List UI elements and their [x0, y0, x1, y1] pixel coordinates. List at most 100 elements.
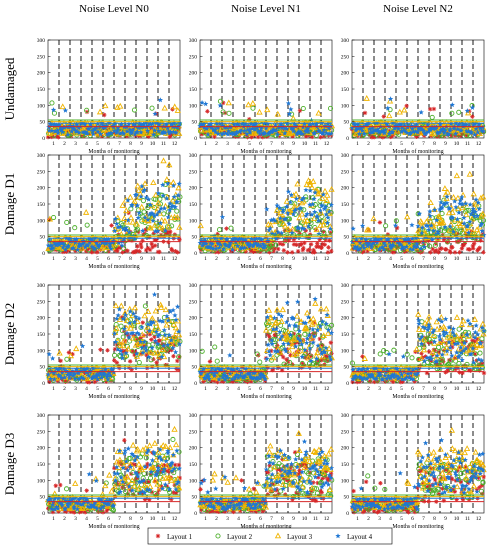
data-point [128, 359, 132, 363]
y-tick-label: 200 [37, 186, 46, 192]
y-tick-label: 200 [341, 71, 350, 77]
x-tick-label: 7 [118, 386, 121, 392]
row-title: Damage D3 [2, 433, 17, 495]
y-tick-label: 200 [37, 71, 46, 77]
y-tick-label: 100 [341, 218, 350, 224]
x-tick-label: 5 [248, 256, 251, 262]
x-tick-label: 9 [292, 141, 295, 147]
y-tick-label: 100 [37, 348, 46, 354]
x-tick-label: 7 [118, 256, 121, 262]
data-point [170, 248, 174, 252]
x-tick-label: 2 [215, 386, 218, 392]
x-axis-label: Months of monitoring [392, 148, 443, 155]
data-point [175, 359, 179, 363]
x-tick-label: 9 [140, 256, 143, 262]
data-point [329, 340, 333, 344]
y-tick-label: 150 [341, 87, 350, 93]
x-tick-label: 12 [324, 256, 330, 262]
x-tick-label: 5 [248, 141, 251, 147]
y-tick-label: 100 [341, 103, 350, 109]
x-tick-label: 2 [63, 386, 66, 392]
x-axis-label: Months of monitoring [240, 148, 291, 155]
x-tick-label: 3 [378, 256, 381, 262]
x-tick-label: 3 [226, 256, 229, 262]
x-tick-label: 7 [422, 141, 425, 147]
x-tick-label: 4 [389, 141, 392, 147]
data-point [478, 246, 482, 250]
x-tick-label: 11 [161, 256, 167, 262]
data-point [471, 246, 475, 250]
y-tick-label: 50 [40, 235, 46, 241]
x-tick-label: 12 [172, 386, 178, 392]
data-point [282, 248, 286, 252]
x-tick-label: 1 [52, 256, 55, 262]
data-point [378, 220, 382, 224]
x-tick-label: 2 [63, 256, 66, 262]
x-tick-label: 2 [367, 141, 370, 147]
y-tick-label: 150 [341, 202, 350, 208]
x-tick-label: 10 [150, 141, 156, 147]
x-tick-label: 7 [118, 141, 121, 147]
y-tick-label: 100 [37, 103, 46, 109]
x-axis-label: Months of monitoring [88, 393, 139, 400]
data-point [363, 111, 367, 115]
x-tick-label: 4 [237, 256, 240, 262]
data-point [450, 245, 454, 249]
x-tick-label: 10 [454, 141, 460, 147]
x-tick-label: 11 [313, 141, 319, 147]
x-tick-label: 10 [302, 256, 308, 262]
x-tick-label: 6 [107, 141, 110, 147]
x-tick-label: 7 [270, 386, 273, 392]
data-point [439, 246, 443, 250]
y-tick-label: 0 [42, 381, 45, 387]
x-tick-label: 5 [400, 256, 403, 262]
x-axis-label: Months of monitoring [88, 263, 139, 270]
x-tick-label: 5 [96, 256, 99, 262]
y-tick-label: 0 [194, 251, 197, 257]
x-tick-label: 4 [85, 141, 88, 147]
row-title: Damage D1 [2, 173, 17, 235]
x-tick-label: 9 [292, 256, 295, 262]
data-point [139, 245, 143, 249]
x-tick-label: 2 [367, 256, 370, 262]
x-tick-label: 11 [465, 141, 471, 147]
x-tick-label: 10 [302, 141, 308, 147]
data-point [319, 246, 323, 250]
y-tick-label: 300 [189, 283, 198, 289]
y-tick-label: 200 [189, 186, 198, 192]
data-point [141, 320, 145, 324]
column-title: Noise Level N0 [79, 3, 149, 15]
x-tick-label: 1 [52, 386, 55, 392]
data-point [290, 250, 294, 254]
x-tick-label: 4 [237, 141, 240, 147]
x-tick-label: 4 [85, 256, 88, 262]
y-tick-label: 200 [189, 71, 198, 77]
x-tick-label: 10 [454, 256, 460, 262]
x-tick-label: 4 [389, 256, 392, 262]
y-tick-label: 0 [346, 136, 349, 142]
data-point [326, 245, 330, 249]
data-point [157, 250, 161, 254]
data-point [271, 367, 275, 371]
x-tick-label: 11 [313, 386, 319, 392]
data-point [481, 250, 485, 254]
x-tick-label: 3 [74, 386, 77, 392]
y-tick-label: 150 [189, 87, 198, 93]
data-point [323, 242, 327, 246]
data-point [208, 359, 212, 363]
x-tick-label: 9 [444, 256, 447, 262]
x-tick-label: 4 [237, 386, 240, 392]
data-point [318, 135, 322, 139]
data-point [432, 107, 436, 111]
data-point [285, 250, 289, 254]
x-tick-label: 7 [270, 256, 273, 262]
data-point [140, 239, 144, 243]
data-point [102, 113, 106, 117]
x-tick-label: 1 [52, 141, 55, 147]
x-tick-label: 11 [161, 386, 167, 392]
x-tick-label: 6 [411, 256, 414, 262]
y-tick-label: 300 [37, 153, 46, 159]
data-point [137, 249, 141, 253]
